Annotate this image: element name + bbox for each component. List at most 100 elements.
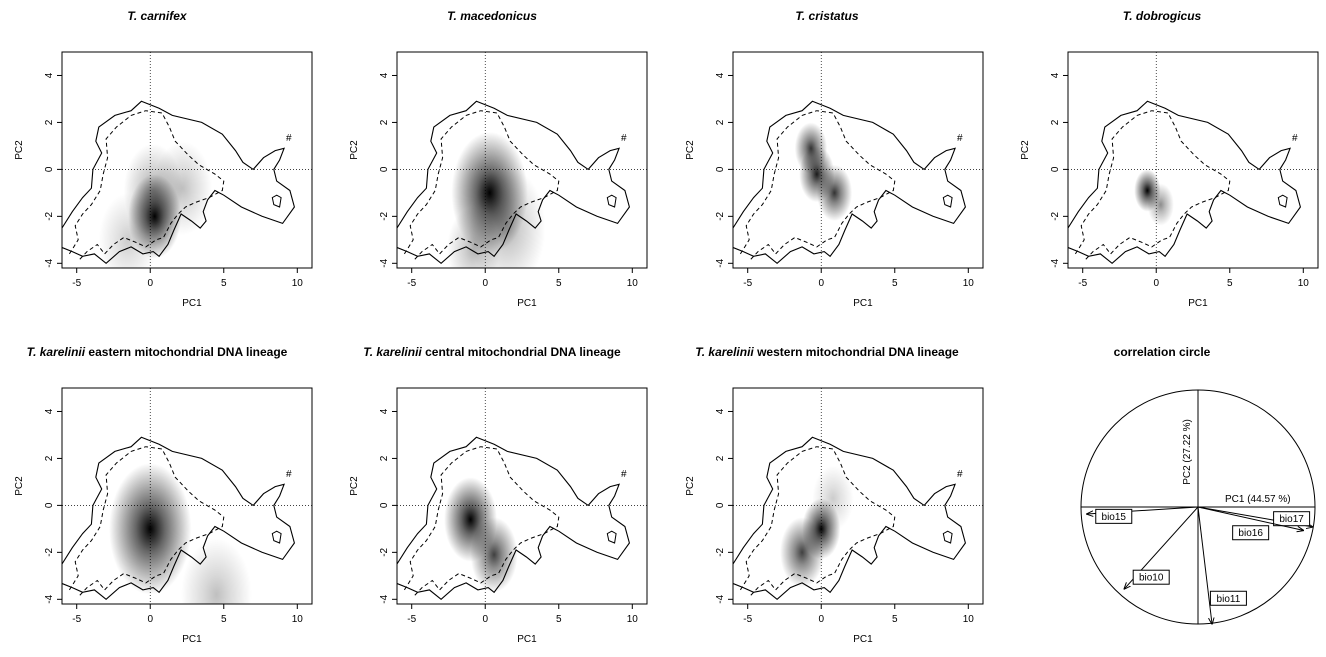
y-tick-label: 0	[715, 166, 726, 172]
y-axis-label: PC2	[1020, 140, 1031, 160]
env-panel-5: T. karelinii eastern mitochondrial DNA l…	[14, 345, 313, 645]
vector-bio11: bio11	[1197, 506, 1247, 624]
env-panel-2: T. macedonicus # -5 0 5 10 -4 -2 0 2 4 PC1 PC2	[349, 9, 648, 309]
correlation-circle-panel: correlation circle PC1 (44.57 %) PC2 (27.2…	[1080, 345, 1316, 624]
plot-frame	[396, 387, 648, 605]
y-tick-label: -2	[1050, 211, 1061, 220]
env-space-outline	[1068, 100, 1301, 265]
y-tick-label: 2	[1050, 119, 1061, 125]
y-tick-label: 0	[715, 502, 726, 508]
env-panel-7: T. karelinii western mitochondrial DNA l…	[685, 345, 984, 645]
panel-title-species: T. karelinii	[27, 345, 86, 359]
env-space-island	[271, 194, 282, 208]
x-tick-label: 10	[627, 614, 639, 625]
outline-mark: #	[957, 133, 963, 144]
env-space-outline	[733, 100, 966, 265]
vector-bio10: bio10	[1124, 506, 1199, 589]
y-axis-label: PC2	[685, 476, 696, 496]
panel-title: T. cristatus	[795, 9, 858, 23]
plot-frame	[61, 51, 313, 269]
plot-frame	[61, 387, 313, 605]
y-tick-label: 2	[715, 455, 726, 461]
env-space-50pct-outline	[68, 110, 225, 262]
density-layer	[1134, 169, 1174, 226]
x-tick-label: 5	[221, 278, 227, 289]
panel-title-species: T. carnifex	[127, 9, 187, 23]
outline-mark: #	[286, 469, 292, 480]
plot-frame	[732, 51, 984, 269]
env-space-island	[1277, 194, 1288, 208]
plot-frame	[732, 387, 984, 605]
panel-title: T. carnifex	[127, 9, 187, 23]
y-tick-label: -4	[1050, 258, 1061, 267]
env-space-island	[606, 530, 617, 544]
y-tick-label: -2	[44, 211, 55, 220]
panel-title: T. karelinii eastern mitochondrial DNA l…	[27, 345, 288, 359]
y-tick-label: 2	[44, 119, 55, 125]
density-layer	[780, 465, 854, 588]
panel-title: correlation circle	[1114, 345, 1211, 359]
y-tick-label: -4	[379, 258, 390, 267]
y-tick-label: 4	[715, 408, 726, 414]
x-tick-label: 10	[963, 278, 975, 289]
vector-bio16: bio16	[1197, 506, 1303, 541]
y-tick-label: -2	[379, 211, 390, 220]
env-space-island	[942, 194, 953, 208]
plot-frame	[396, 51, 648, 269]
density-peak	[780, 517, 825, 588]
x-tick-label: 5	[892, 278, 898, 289]
x-axis-label: PC1	[853, 634, 873, 645]
y-tick-label: 4	[44, 408, 55, 414]
x-tick-label: 0	[1153, 278, 1159, 289]
y-axis-label: PC2	[349, 140, 360, 160]
y-tick-label: -4	[715, 258, 726, 267]
vector-label: bio11	[1217, 594, 1241, 605]
y-tick-label: -2	[715, 547, 726, 556]
env-panel-4: T. dobrogicus # -5 0 5 10 -4 -2 0 2 4 PC1 PC2	[1020, 9, 1319, 309]
panel-title-species: T. cristatus	[795, 9, 858, 23]
density-peak	[109, 463, 192, 595]
x-tick-label: 5	[556, 278, 562, 289]
density-peak	[812, 465, 854, 532]
x-axis-label: PC1	[182, 298, 202, 309]
panel-title: T. dobrogicus	[1123, 9, 1202, 23]
x-tick-label: 0	[818, 278, 824, 289]
panel-title-species: T. dobrogicus	[1123, 9, 1202, 23]
panel-title: T. karelinii western mitochondrial DNA l…	[695, 345, 959, 359]
panel-title-species: T. karelinii	[695, 345, 754, 359]
x-tick-label: -5	[1078, 278, 1087, 289]
env-space-outline	[62, 100, 295, 265]
env-space-outline	[397, 436, 630, 601]
x-tick-label: 5	[221, 614, 227, 625]
pc2-label: PC2 (27.22 %)	[1182, 419, 1193, 485]
density-layer	[109, 463, 252, 604]
panel-title: T. macedonicus	[447, 9, 537, 23]
env-space-island	[271, 530, 282, 544]
y-axis-label: PC2	[14, 140, 25, 160]
vector-label-box	[1095, 508, 1133, 524]
y-tick-label: 2	[379, 119, 390, 125]
density-layer	[98, 141, 213, 268]
outline-mark: #	[621, 133, 627, 144]
y-tick-label: 4	[379, 408, 390, 414]
env-space-50pct-outline	[403, 446, 560, 598]
env-panel-1: T. carnifex # -5 0 5 10 -4 -2 0 2 4 PC1 PC2	[14, 9, 313, 309]
y-tick-label: -4	[715, 594, 726, 603]
y-tick-label: 0	[44, 502, 55, 508]
y-tick-label: -2	[379, 547, 390, 556]
panel-title: T. karelinii central mitochondrial DNA l…	[363, 345, 621, 359]
env-space-island	[606, 194, 617, 208]
panel-title-suffix: western mitochondrial DNA lineage	[754, 345, 959, 359]
x-tick-label: 10	[627, 278, 639, 289]
panel-title-suffix: eastern mitochondrial DNA lineage	[85, 345, 288, 359]
density-peak	[153, 141, 213, 236]
y-tick-label: 4	[379, 72, 390, 78]
x-tick-label: 0	[147, 614, 153, 625]
env-space-outline	[62, 436, 295, 601]
x-axis-label: PC1	[517, 298, 537, 309]
x-axis-label: PC1	[1188, 298, 1208, 309]
x-tick-label: -5	[407, 278, 416, 289]
vector-bio17: bio17	[1197, 506, 1313, 527]
x-tick-label: 0	[147, 278, 153, 289]
